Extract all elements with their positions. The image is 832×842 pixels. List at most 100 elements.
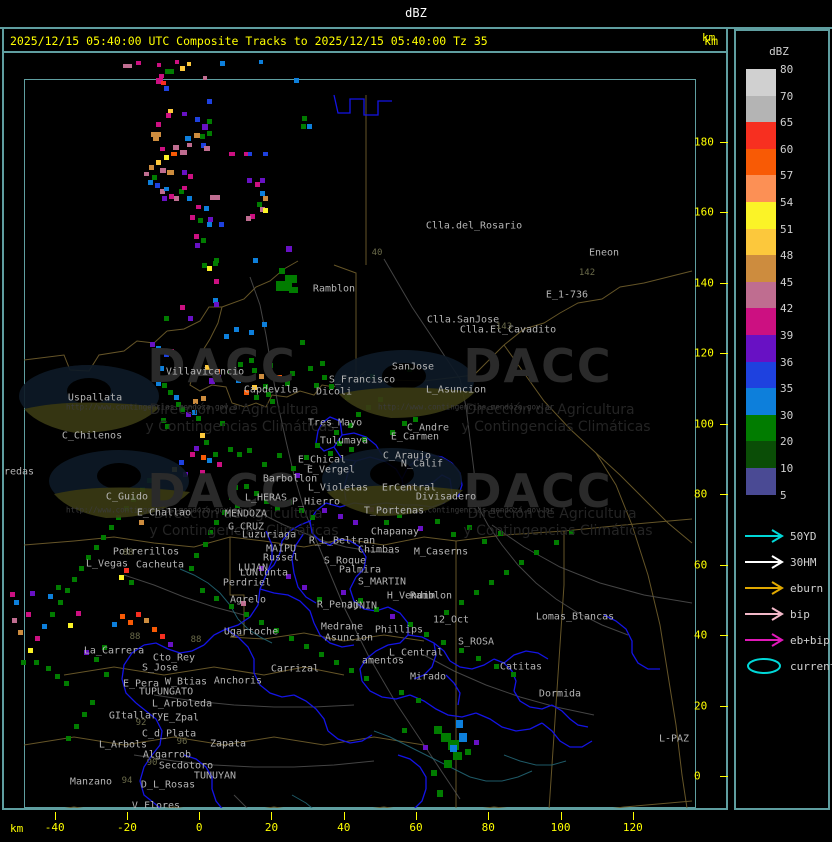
color-scale-value: 35	[780, 382, 794, 396]
map-panel[interactable]: 2025/12/15 05:40:00 UTC Composite Tracks…	[2, 29, 728, 810]
radar-echo-cell	[152, 363, 157, 368]
radar-echo-cell	[413, 417, 418, 422]
radar-echo-cell	[203, 542, 208, 547]
radar-echo-cell	[474, 740, 479, 745]
radar-echo-cell	[166, 113, 171, 118]
legend-row: 50YD	[742, 523, 832, 549]
radar-echo-cell	[210, 195, 220, 200]
radar-echo-cell	[294, 78, 299, 83]
radar-echo-cell	[260, 207, 265, 212]
radar-echo-cell	[390, 614, 395, 619]
color-scale-value: 20	[780, 435, 794, 449]
radar-echo-cell	[182, 112, 187, 116]
radar-echo-cell	[291, 466, 296, 471]
radar-echo-cell	[263, 152, 268, 156]
arrow-icon	[745, 633, 784, 647]
x-tick-label: 0	[195, 821, 203, 834]
radar-echo-cell	[246, 216, 251, 221]
radar-echo-cell	[198, 218, 203, 223]
radar-echo-cell	[229, 495, 234, 500]
color-swatch	[746, 175, 776, 202]
radar-echo-cell	[229, 604, 234, 609]
color-swatch	[746, 441, 776, 468]
color-swatch	[746, 388, 776, 415]
x-tick	[271, 812, 273, 820]
radar-echo-cell	[214, 302, 219, 307]
radar-echo-cell	[55, 674, 60, 679]
color-scale-panel: dBZ 80 70 65 60 57 54 51 48 45 42 39 36 35 30 20 10 5 50…	[734, 29, 832, 810]
radar-echo-cell	[201, 455, 206, 460]
radar-echo-cell	[301, 124, 306, 129]
radar-echo-cell	[46, 666, 51, 671]
radar-echo-cell	[238, 362, 243, 367]
arrow-icon	[745, 529, 784, 543]
radar-echo-cell	[207, 458, 212, 463]
radar-echo-cell	[569, 530, 574, 535]
radar-echo-cell	[155, 356, 160, 361]
radar-echo-cell	[159, 366, 164, 371]
radar-echo-cell	[168, 109, 173, 113]
radar-echo-cell	[68, 623, 73, 628]
map-vectors	[23, 94, 693, 808]
radar-plot[interactable]: DACC DACC DACC DACC Dirección de Agricul…	[4, 55, 726, 808]
radar-echo-cell	[366, 405, 371, 410]
radar-echo-cell	[195, 117, 200, 122]
radar-echo-cell	[148, 180, 153, 185]
radar-echo-cell	[390, 430, 395, 435]
radar-echo-cell	[129, 580, 134, 585]
radar-echo-cell	[237, 452, 242, 457]
legend-label: bip	[790, 607, 810, 621]
radar-echo-cell	[175, 60, 179, 64]
radar-echo-cell	[337, 441, 342, 446]
radar-echo-cell	[378, 397, 383, 402]
radar-echo-cell	[150, 342, 155, 347]
radar-echo-cell	[384, 520, 389, 525]
radar-echo-cell	[302, 116, 307, 121]
radar-echo-cell	[42, 624, 47, 629]
color-swatch	[746, 255, 776, 282]
radar-echo-cell	[214, 520, 219, 525]
radar-echo-cell	[159, 74, 164, 78]
radar-echo-cell	[160, 634, 165, 639]
radar-echo-cell	[179, 460, 184, 465]
color-swatch	[746, 122, 776, 149]
radar-echo-cell	[180, 150, 187, 155]
radar-echo-cell	[302, 585, 307, 590]
radar-echo-cell	[263, 384, 268, 389]
timestamp-text: 2025/12/15 05:40:00 UTC Composite Tracks…	[10, 34, 488, 48]
radar-echo-cell	[139, 520, 144, 525]
radar-echo-cell	[214, 258, 219, 263]
color-scale-value: 80	[780, 63, 794, 76]
radar-echo-cell	[229, 152, 235, 156]
radar-echo-cell	[285, 381, 290, 386]
radar-echo-cell	[131, 497, 136, 502]
radar-echo-cell	[180, 66, 185, 71]
color-scale-value: 60	[780, 142, 794, 156]
legend-label: 30HM	[790, 555, 817, 569]
radar-echo-cell	[314, 383, 319, 388]
radar-echo-cell	[534, 550, 539, 555]
radar-echo-cell	[79, 566, 84, 571]
x-axis: km -40 -20 0 20 40 60 80 100 120	[2, 812, 728, 840]
radar-echo-cell	[144, 172, 149, 176]
radar-echo-cell	[315, 443, 320, 448]
radar-echo-cell	[209, 378, 215, 384]
radar-echo-cell	[286, 574, 291, 579]
radar-echo-cell	[156, 346, 161, 351]
color-scale-value: 36	[780, 355, 794, 369]
radar-echo-cell	[151, 132, 161, 137]
radar-echo-cell	[72, 577, 77, 582]
radar-echo-cell	[418, 526, 423, 531]
radar-echo-cell	[369, 507, 374, 512]
color-scale-labels: 80 70 65 60 57 54 51 48 45 42 39 36 35 30 20 10 5	[780, 57, 830, 509]
radar-echo-cell	[205, 365, 211, 371]
radar-echo-cell	[207, 119, 212, 124]
radar-echo-cell	[213, 298, 218, 303]
radar-echo-cell	[244, 390, 249, 395]
radar-echo-cell	[364, 676, 369, 681]
radar-echo-cell	[165, 424, 170, 429]
x-tick	[560, 812, 562, 820]
radar-echo-cell	[441, 733, 451, 742]
radar-echo-cell	[156, 78, 163, 84]
radar-echo-cell	[168, 390, 173, 395]
